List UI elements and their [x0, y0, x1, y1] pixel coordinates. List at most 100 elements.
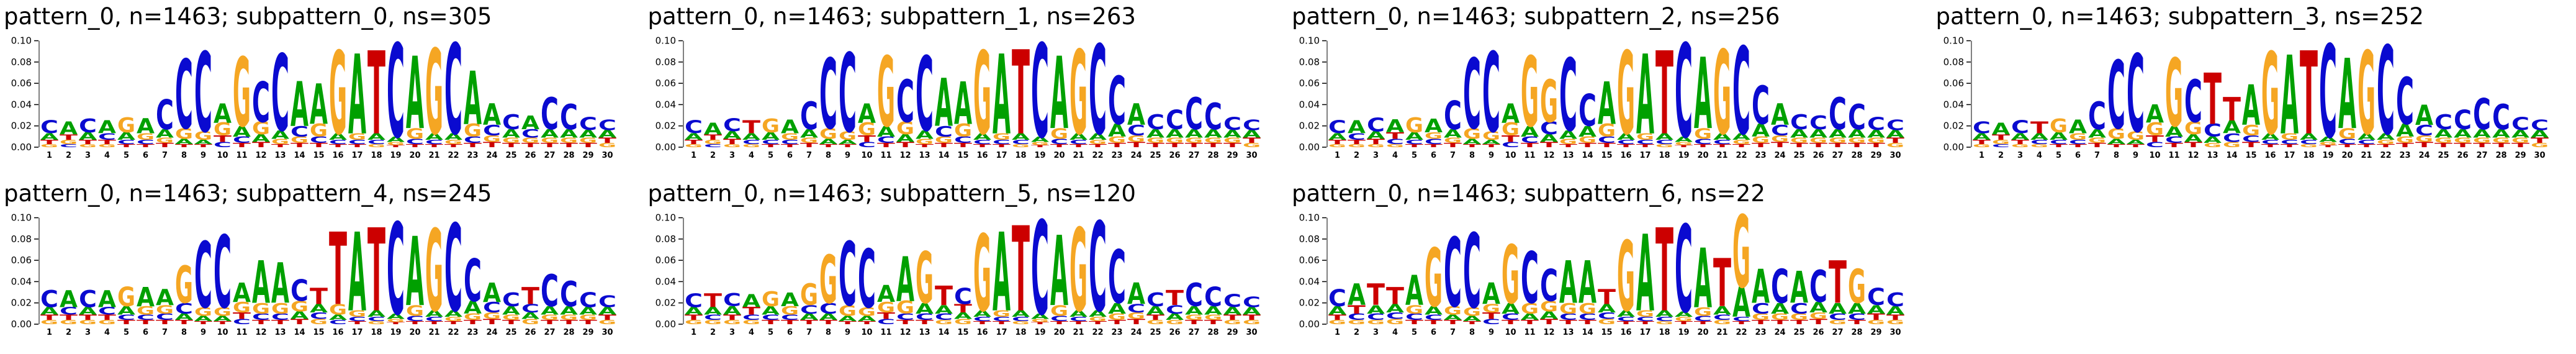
logo-letter-G: G	[1367, 319, 1385, 325]
logo-letter-A: A	[367, 309, 386, 319]
x-tick-label: 2	[709, 328, 715, 337]
logo-letter-C: C	[598, 293, 616, 311]
x-tick-label: 24	[2418, 151, 2430, 160]
logo-letter-G: G	[1790, 312, 1808, 322]
logo-letter-G: G	[271, 137, 289, 146]
logo-letter-G: G	[1386, 317, 1404, 326]
logo-letter-C: C	[1655, 138, 1673, 145]
logo-letter-A: A	[973, 309, 992, 319]
logo-letter-T: T	[858, 320, 877, 325]
logo-letter-T: T	[521, 283, 540, 310]
logo-letter-C: C	[2377, 32, 2395, 162]
logo-letter-C: C	[704, 143, 722, 148]
logo-letter-C: C	[329, 138, 347, 145]
logo-letter-G: G	[1444, 304, 1462, 317]
logo-letter-C: C	[156, 92, 174, 139]
x-tick-label: 16	[332, 151, 343, 160]
logo-letter-C: C	[98, 306, 116, 317]
logo-letter-C: C	[1502, 140, 1520, 149]
logo-letter-A: A	[1578, 124, 1596, 140]
logo-letter-C: C	[560, 96, 578, 137]
x-tick-label: 25	[505, 151, 516, 160]
logo-letter-T: T	[2434, 142, 2453, 148]
x-tick-label: 11	[236, 151, 247, 160]
logo-letter-T: T	[214, 320, 233, 325]
logo-letter-C: C	[252, 312, 270, 322]
logo-letter-T: T	[98, 138, 117, 145]
x-tick-label: 11	[236, 328, 247, 337]
logo-letter-G: G	[117, 281, 135, 312]
logo-letter-A: A	[60, 117, 78, 138]
y-tick-label: 0.10	[655, 212, 675, 223]
logo-letter-C: C	[935, 124, 953, 140]
logo-letter-C: C	[1809, 112, 1827, 134]
logo-letter-T: T	[60, 313, 79, 322]
logo-letter-T: T	[1973, 138, 1991, 145]
logo-letter-T: T	[839, 320, 858, 325]
logo-letter-G: G	[1089, 138, 1107, 145]
logo-letter-T: T	[973, 320, 993, 325]
y-tick-label: 0.04	[11, 99, 32, 110]
x-tick-label: 21	[428, 151, 439, 160]
logo-letter-A: A	[2223, 117, 2241, 137]
x-tick-label: 3	[729, 151, 734, 160]
logo-letter-A: A	[1405, 130, 1425, 142]
logo-letter-A: A	[762, 130, 781, 142]
logo-letter-C: C	[1482, 317, 1500, 326]
logo-letter-C: C	[2415, 122, 2433, 139]
x-tick-label: 20	[2341, 151, 2353, 160]
x-tick-label: 3	[2017, 151, 2022, 160]
logo-letter-G: G	[1752, 135, 1770, 145]
logo-letter-G: G	[598, 319, 616, 325]
logo-letter-G: G	[2146, 119, 2164, 139]
logo-letter-A: A	[2473, 127, 2491, 140]
logo-letter-T: T	[560, 319, 579, 325]
x-tick-label: 9	[2132, 151, 2138, 160]
logo-letter-T: T	[1713, 143, 1732, 148]
logo-letter-G: G	[935, 319, 953, 325]
x-tick-label: 21	[1716, 328, 1727, 337]
logo-letter-C: C	[310, 135, 328, 145]
logo-letter-A: A	[79, 306, 98, 317]
x-tick-label: 15	[957, 151, 968, 160]
logo-letter-A: A	[194, 138, 212, 145]
logo-letter-C: C	[1559, 37, 1577, 153]
plot-title: pattern_0, n=1463; subpattern_0, ns=305	[4, 3, 492, 30]
logo-letter-G: G	[1031, 318, 1049, 323]
logo-letter-C: C	[40, 286, 58, 313]
x-tick-label: 5	[124, 151, 129, 160]
plot-title: pattern_0, n=1463; subpattern_2, ns=256	[1292, 3, 1780, 30]
logo-letter-C: C	[1713, 138, 1731, 145]
logo-letter-A: A	[723, 129, 742, 141]
x-tick-label: 6	[786, 151, 792, 160]
y-tick-label: 0.10	[1299, 212, 1320, 223]
logo-letter-T: T	[1463, 143, 1482, 148]
logo-letter-A: A	[973, 132, 992, 142]
logo-letter-T: T	[1482, 143, 1502, 148]
logo-letter-T: T	[1848, 142, 1867, 148]
x-tick-label: 25	[2438, 151, 2449, 160]
y-tick-label: 0.10	[1943, 35, 1963, 46]
x-tick-label: 7	[162, 328, 168, 337]
logo-letter-C: C	[762, 313, 780, 322]
logo-letter-A: A	[271, 252, 289, 317]
logo-letter-G: G	[1636, 132, 1654, 142]
logo-letter-G: G	[425, 209, 443, 337]
logo-letter-G: G	[1675, 315, 1693, 322]
logo-letter-T: T	[483, 140, 502, 149]
logo-letter-T: T	[781, 319, 799, 325]
logo-letter-C: C	[1089, 209, 1107, 340]
logo-letter-C: C	[117, 138, 135, 145]
x-tick-label: 3	[729, 328, 734, 337]
y-tick-label: 0.08	[1299, 233, 1320, 244]
logo-letter-C: C	[2396, 64, 2414, 139]
logo-letter-T: T	[290, 142, 309, 148]
logo-letter-G: G	[1886, 142, 1904, 148]
logo-letter-T: T	[1694, 320, 1713, 325]
logo-letter-T: T	[1243, 313, 1262, 322]
logo-letter-A: A	[233, 124, 251, 140]
logo-letter-G: G	[425, 32, 443, 161]
x-tick-label: 6	[1431, 328, 1436, 337]
logo-letter-T: T	[233, 311, 251, 321]
logo-letter-C: C	[1598, 311, 1616, 321]
